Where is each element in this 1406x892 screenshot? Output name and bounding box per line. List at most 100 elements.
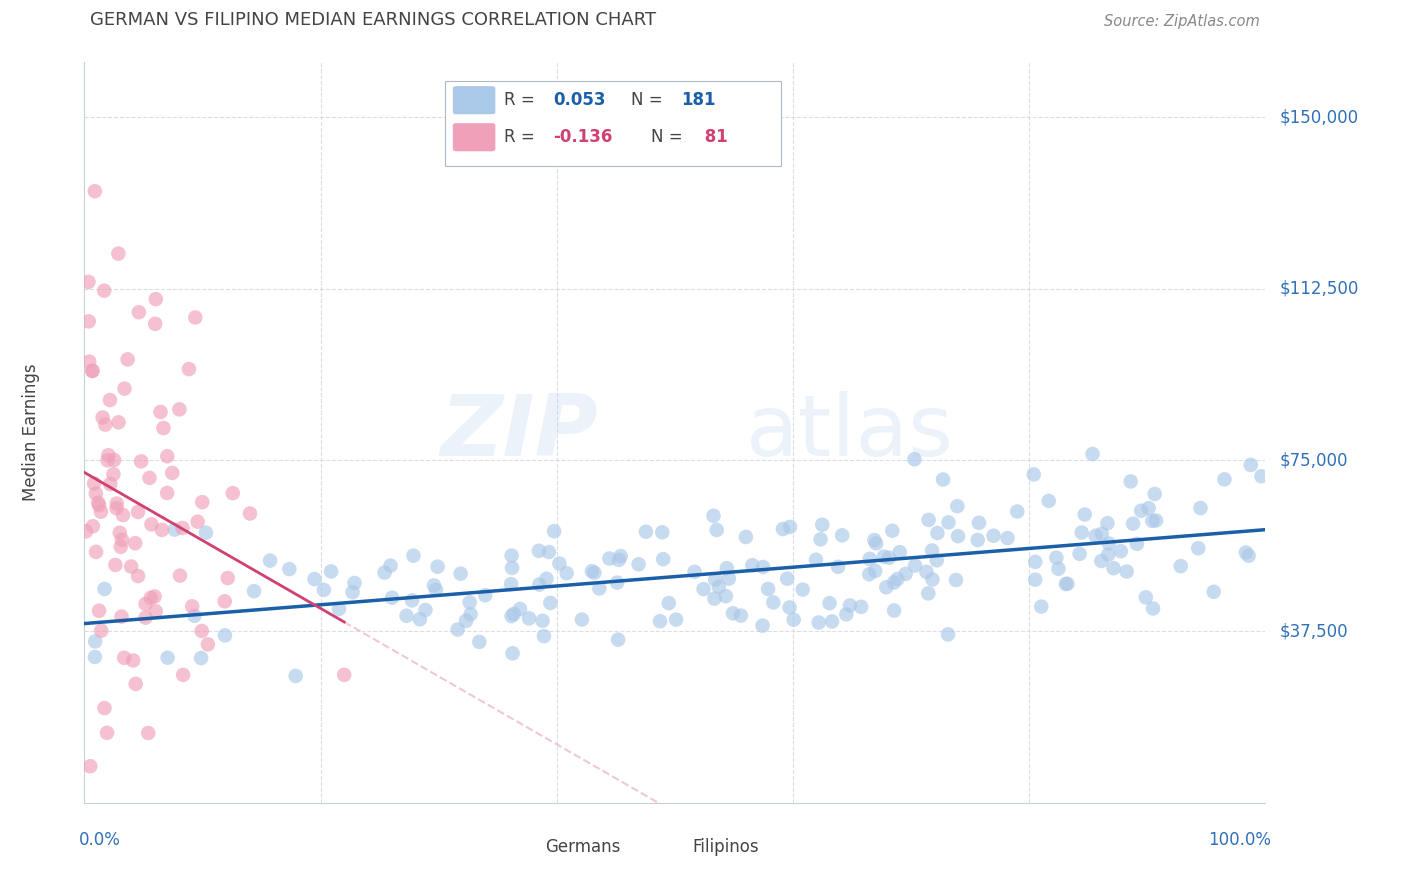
Point	[129, 454, 152, 468]
Point	[1024, 555, 1046, 569]
Point	[648, 614, 671, 628]
Point	[548, 557, 571, 571]
Point	[83, 650, 105, 665]
Point	[454, 614, 477, 628]
Point	[139, 591, 162, 605]
Point	[82, 364, 104, 378]
Point	[450, 566, 472, 581]
Point	[583, 566, 606, 580]
Text: $112,500: $112,500	[1279, 280, 1360, 298]
Text: R =: R =	[503, 91, 540, 109]
Point	[183, 608, 205, 623]
FancyBboxPatch shape	[453, 87, 495, 114]
Point	[197, 637, 219, 651]
Point	[571, 613, 593, 627]
Point	[863, 533, 886, 547]
Point	[190, 651, 212, 665]
Text: Median Earnings: Median Earnings	[22, 364, 41, 501]
Point	[782, 613, 804, 627]
Point	[152, 421, 174, 435]
Point	[381, 591, 404, 605]
Point	[717, 572, 740, 586]
Point	[1045, 550, 1067, 565]
Point	[706, 523, 728, 537]
Point	[555, 566, 578, 581]
Point	[93, 284, 115, 298]
Point	[214, 594, 236, 608]
Point	[105, 497, 128, 511]
Point	[1056, 576, 1078, 591]
Point	[191, 495, 214, 509]
Point	[859, 551, 882, 566]
Point	[145, 292, 167, 306]
Point	[415, 603, 437, 617]
Point	[917, 513, 939, 527]
Point	[1122, 516, 1144, 531]
Point	[458, 595, 481, 609]
Point	[1098, 536, 1121, 550]
Point	[509, 602, 531, 616]
Point	[114, 382, 136, 396]
Point	[927, 526, 949, 541]
Point	[460, 607, 482, 622]
Point	[184, 310, 207, 325]
Point	[873, 549, 896, 564]
Point	[163, 523, 186, 537]
Point	[77, 354, 100, 368]
Point	[1135, 591, 1157, 605]
Point	[1074, 508, 1097, 522]
Point	[921, 543, 943, 558]
Point	[772, 522, 794, 536]
Point	[1202, 584, 1225, 599]
Point	[169, 568, 191, 582]
Point	[838, 599, 860, 613]
Point	[333, 668, 356, 682]
Point	[917, 586, 939, 600]
Point	[110, 609, 132, 624]
Point	[651, 525, 673, 540]
Point	[936, 627, 959, 641]
Text: -0.136: -0.136	[553, 128, 613, 146]
Point	[1081, 447, 1104, 461]
Point	[103, 467, 125, 482]
Point	[762, 595, 785, 609]
FancyBboxPatch shape	[648, 834, 688, 861]
Point	[141, 517, 163, 532]
Point	[75, 524, 97, 539]
Point	[883, 575, 905, 590]
Point	[468, 635, 491, 649]
Point	[877, 550, 900, 565]
Point	[374, 566, 396, 580]
Point	[117, 352, 139, 367]
Point	[1142, 601, 1164, 615]
Point	[811, 517, 834, 532]
Point	[181, 599, 204, 614]
Point	[517, 611, 540, 625]
Point	[243, 584, 266, 599]
Point	[538, 596, 561, 610]
Point	[423, 578, 446, 592]
Point	[84, 545, 107, 559]
Point	[111, 533, 134, 547]
Point	[84, 486, 107, 500]
Point	[751, 618, 773, 632]
Point	[1007, 504, 1029, 518]
Point	[967, 516, 990, 530]
Point	[1109, 544, 1132, 558]
Point	[889, 545, 911, 559]
Point	[87, 498, 110, 512]
Point	[426, 559, 449, 574]
Point	[527, 543, 550, 558]
Point	[606, 575, 628, 590]
Point	[827, 559, 849, 574]
Point	[1119, 475, 1142, 489]
Point	[609, 549, 631, 563]
Point	[1069, 547, 1091, 561]
Point	[160, 466, 183, 480]
Point	[1144, 514, 1167, 528]
Point	[1097, 516, 1119, 531]
Point	[90, 505, 112, 519]
Point	[1142, 514, 1164, 528]
Point	[97, 453, 120, 467]
Point	[886, 572, 908, 586]
